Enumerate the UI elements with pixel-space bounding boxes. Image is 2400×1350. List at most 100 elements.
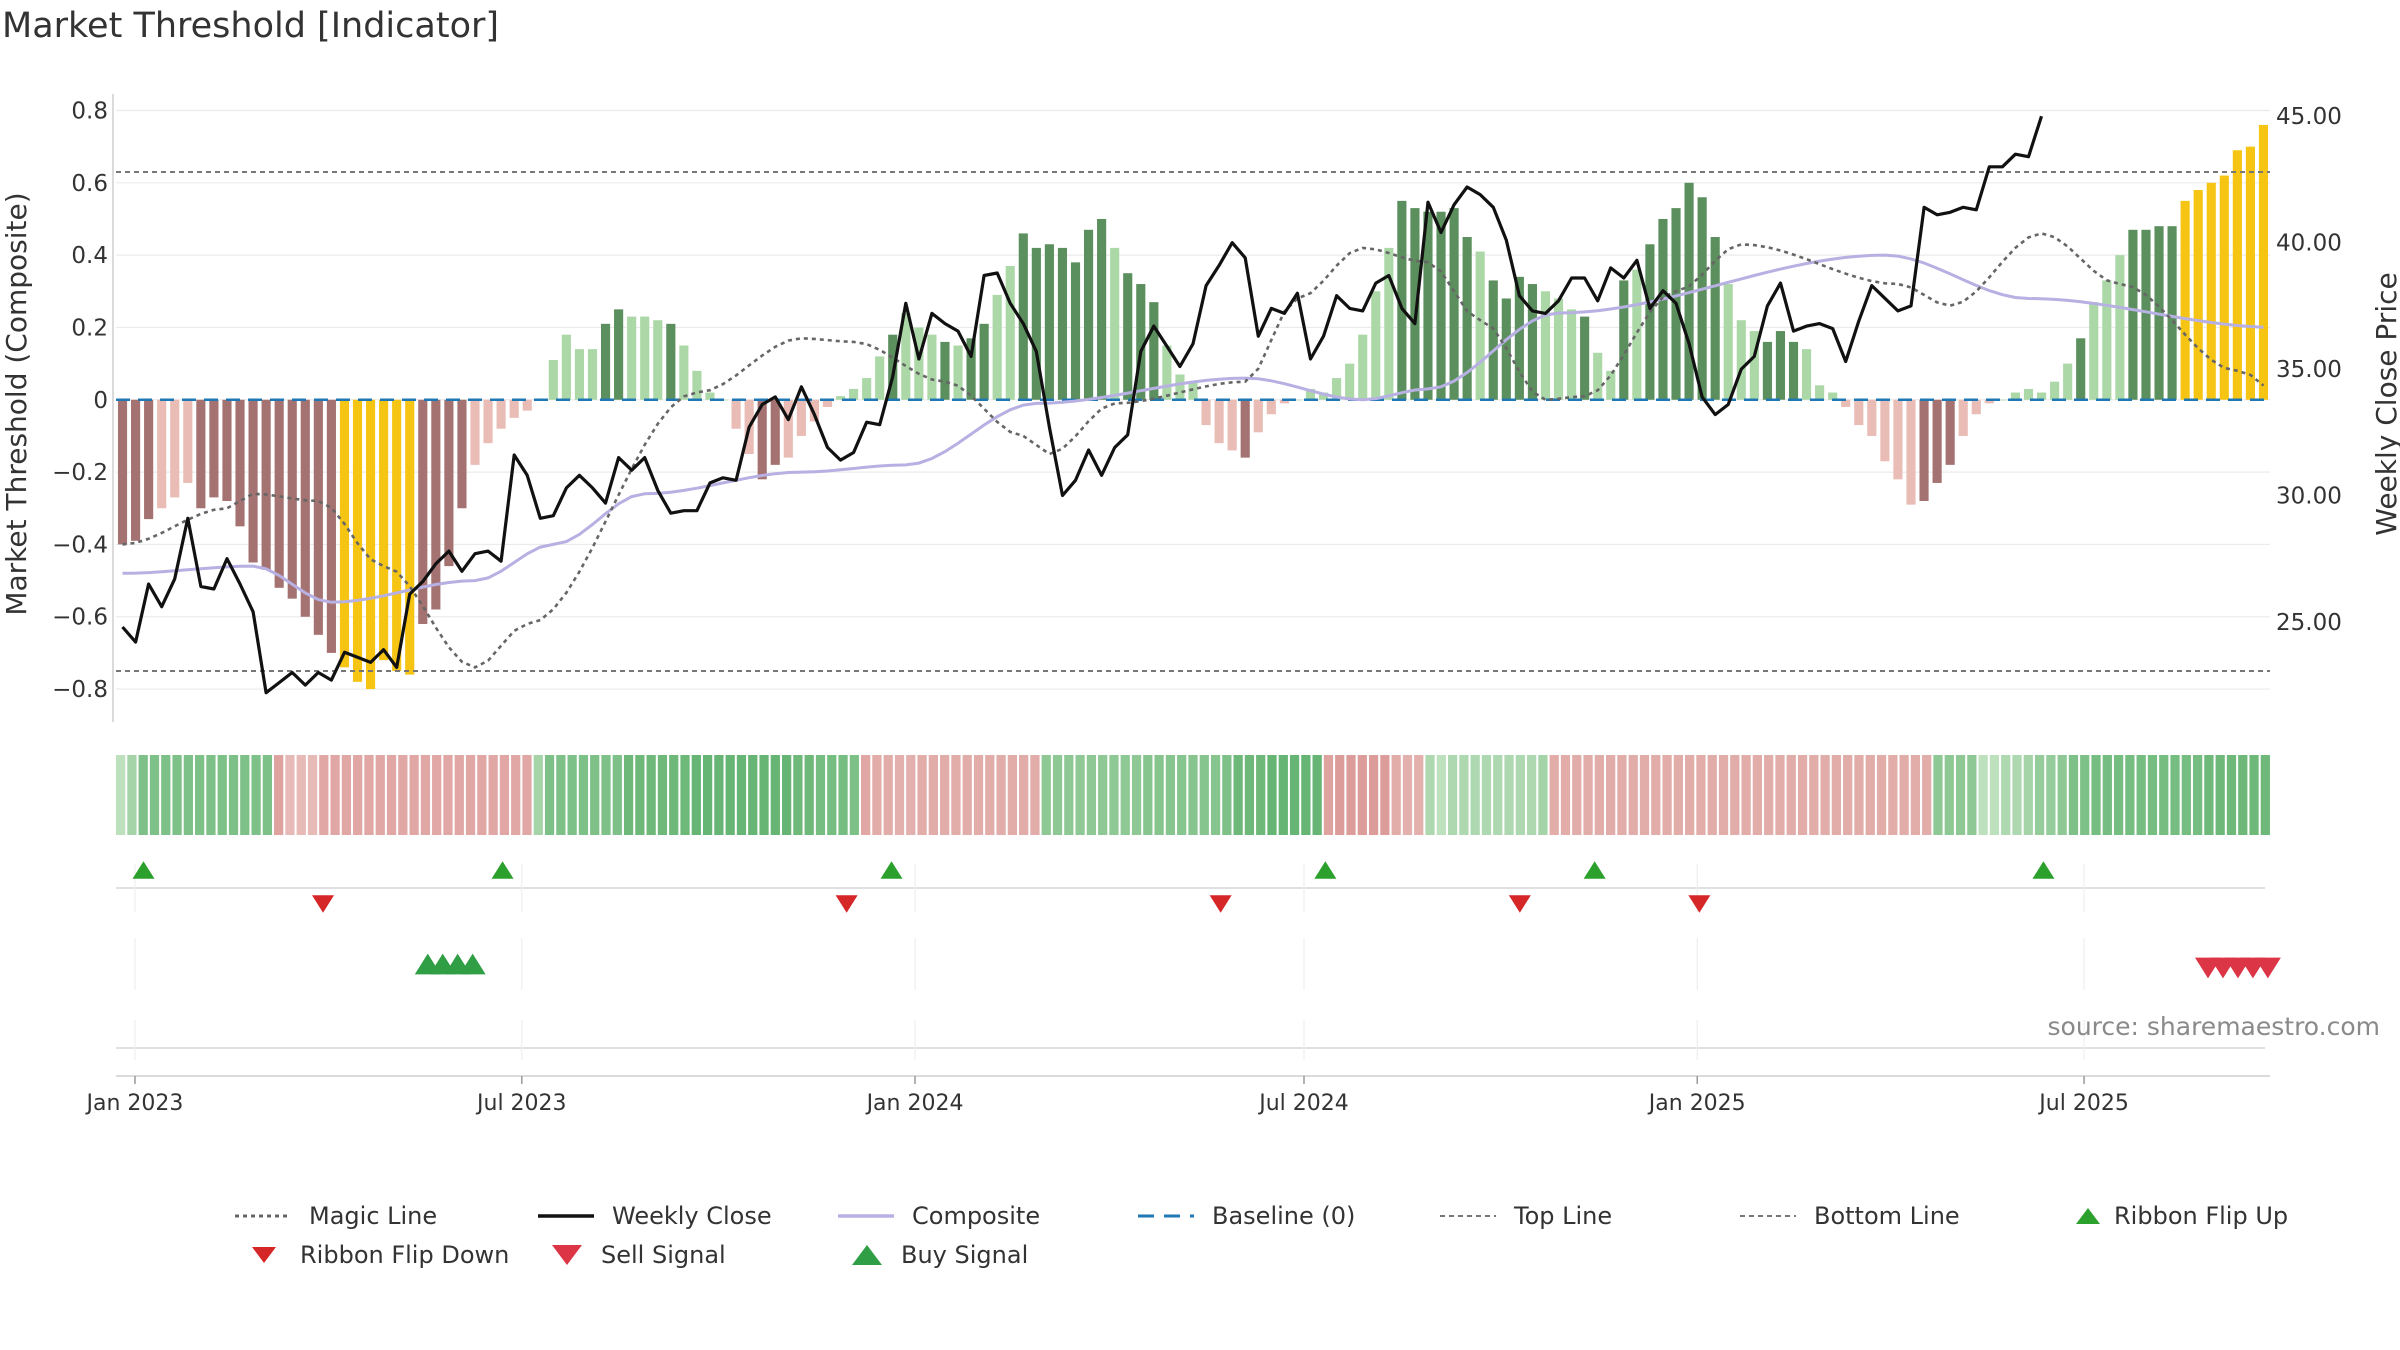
ribbon-cell	[1651, 755, 1661, 835]
legend-item-buy: Buy Signal	[852, 1241, 1028, 1269]
legend-label: Ribbon Flip Down	[300, 1241, 509, 1269]
ribbon-cell	[544, 755, 555, 835]
composite-bar	[444, 399, 454, 567]
composite-bar	[339, 399, 350, 668]
y-axis-title: Market Threshold (Composite)	[0, 192, 33, 615]
ribbon-cell	[2023, 755, 2033, 835]
ribbon-cell	[1019, 755, 1029, 835]
legend-item-bottom: Bottom Line	[1740, 1202, 1960, 1230]
composite-bar	[2180, 200, 2190, 400]
composite-bar	[783, 399, 793, 458]
composite-bar	[2206, 182, 2216, 400]
ribbon-cell	[386, 755, 397, 835]
ribbon-cell	[1256, 755, 1266, 835]
composite-bar	[352, 399, 363, 682]
composite-bar	[1031, 247, 1041, 400]
composite-bar	[1292, 399, 1303, 401]
legend-item-sell: Sell Signal	[552, 1241, 726, 1269]
ribbon-cell	[759, 755, 769, 835]
ribbon-cell	[2057, 755, 2067, 835]
x-tick-label: Jan 2025	[1647, 1091, 1746, 1116]
legend-label: Magic Line	[309, 1202, 437, 1230]
composite-bar	[1567, 309, 1577, 400]
composite-bar	[1514, 276, 1524, 400]
composite-bar	[2010, 392, 2021, 400]
composite-bar	[1371, 291, 1381, 400]
grid-lines	[116, 109, 2270, 690]
ribbon-cell	[1696, 755, 1706, 835]
composite-bar	[1475, 251, 1485, 400]
line-series	[121, 115, 2265, 695]
ribbon-cell	[1786, 755, 1796, 835]
composite-bar	[1736, 320, 1746, 400]
ribbon-cell	[228, 755, 239, 835]
ribbon-cell	[2091, 755, 2101, 835]
composite-bar	[1632, 269, 1642, 400]
ribbon-cell	[2001, 755, 2011, 835]
composite-bar	[1945, 399, 1955, 465]
composite-bar	[313, 399, 323, 635]
ribbon-flip-up-marker	[1583, 861, 1606, 879]
ribbon-cell	[138, 755, 148, 835]
legend-swatch	[552, 1245, 582, 1265]
y2-tick-label: 45.00	[2276, 104, 2342, 130]
composite-bar	[927, 334, 937, 400]
legend-label: Buy Signal	[901, 1241, 1028, 1269]
composite-bar	[1593, 352, 1603, 400]
composite-bar	[1880, 399, 1890, 462]
composite-bar	[901, 312, 911, 400]
composite-bar	[1984, 399, 1994, 404]
composite-bar	[835, 396, 846, 400]
ribbon-cell	[1007, 755, 1018, 835]
ribbon-cell	[296, 755, 306, 835]
composite-bar	[1658, 218, 1668, 400]
ribbon-cell	[1910, 755, 1921, 835]
composite-bar	[1815, 385, 1825, 400]
ribbon-cell	[567, 755, 577, 835]
ribbon-flip-down-marker	[312, 895, 335, 913]
composite-bar	[1410, 208, 1420, 400]
signal-markers	[116, 861, 2281, 1060]
ribbon-cell	[1922, 755, 1932, 835]
ribbon-cell	[341, 755, 352, 835]
ribbon-cell	[206, 755, 216, 835]
ribbon-cell	[894, 755, 905, 835]
composite-bar	[940, 341, 950, 400]
ribbon-cell	[1447, 755, 1458, 835]
ribbon-cell	[319, 755, 329, 835]
ribbon-cell	[1831, 755, 1842, 835]
ribbon-cell	[2034, 755, 2045, 835]
composite-bar	[1162, 345, 1172, 400]
y-tick-label: 0.6	[71, 171, 108, 197]
ribbon-cell	[1346, 755, 1356, 835]
ribbon-cell	[883, 755, 893, 835]
ribbon-cell	[1662, 755, 1672, 835]
composite-bar	[1762, 341, 1772, 400]
ribbon-cell	[1967, 755, 1977, 835]
composite-bar	[2141, 229, 2151, 400]
composite-bar	[822, 399, 833, 407]
composite-bar	[1841, 399, 1851, 407]
composite-bar	[2128, 229, 2138, 400]
composite-bar	[862, 378, 872, 400]
composite-bar	[2115, 255, 2125, 400]
legend-item-magic: Magic Line	[235, 1202, 437, 1230]
ribbon-cell	[578, 755, 589, 835]
composite-bar	[705, 392, 715, 400]
ribbon-cell	[499, 755, 510, 835]
ribbon-flip-up-marker	[132, 861, 155, 879]
composite-bar	[2036, 392, 2047, 400]
ribbon-cell	[307, 755, 318, 835]
legend-item-close: Weekly Close	[538, 1202, 772, 1230]
x-tick-label: Jan 2024	[865, 1091, 964, 1116]
ribbon-cell	[1222, 755, 1232, 835]
ribbon-cell	[691, 755, 701, 835]
ribbon-cell	[2080, 755, 2090, 835]
ribbon-cell	[1335, 755, 1345, 835]
ribbon-cell	[1380, 755, 1390, 835]
ribbon-cell	[1199, 755, 1209, 835]
composite-bar	[2063, 363, 2073, 400]
buy-signal-marker	[459, 953, 486, 975]
composite-bar	[1083, 229, 1094, 400]
ribbon-cell	[770, 755, 780, 835]
